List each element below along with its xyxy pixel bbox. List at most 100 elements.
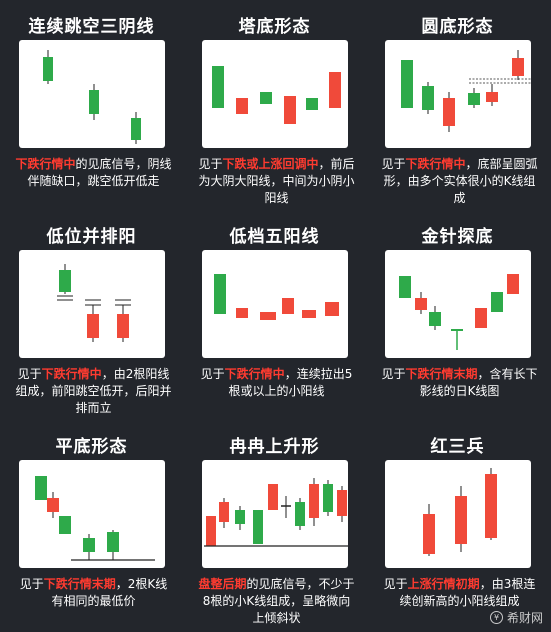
description-text: ，前后为大阴大阳线，中间为小阴小阳线	[198, 157, 355, 205]
candlestick-diagram	[212, 66, 341, 124]
candle-up	[455, 496, 467, 544]
candle-down	[212, 66, 224, 108]
candle-up	[206, 516, 216, 546]
candle-down	[43, 57, 53, 81]
candle-up	[507, 274, 519, 294]
candle-up	[236, 98, 248, 114]
highlight-text: 下跌行情中	[224, 367, 285, 381]
candle-up	[423, 514, 435, 554]
candle-down	[59, 516, 71, 534]
candle-up	[284, 96, 296, 124]
description-text: 见于	[383, 577, 408, 591]
candlestick-card	[202, 40, 348, 148]
candle-down	[59, 270, 71, 292]
candle-up	[325, 302, 339, 316]
pattern-panel: 低位并排阳 见于下跌行情中，由2根阳线组成，前阳跳空低开，后阳并排而立	[0, 210, 183, 420]
description-text: ，由3根连续创新高的小阳线组成	[399, 577, 536, 608]
description-text: 见于	[381, 157, 406, 171]
pattern-panel: 低档五阳线 见于下跌行情中，连续拉出5根或以上的小阳线	[183, 210, 366, 420]
candle-up	[329, 72, 341, 108]
candle-up	[219, 502, 229, 522]
candle-up	[282, 298, 294, 314]
pattern-panel: 连续跳空三阴线 下跌行情中的见底信号，阴线伴随缺口，跳空低开低走	[0, 0, 183, 210]
logo-icon: ¥	[489, 611, 503, 624]
description-text: ，由2根阳线组成，前阳跳空低开，后阳并排而立	[15, 367, 172, 415]
candlestick-card	[19, 40, 165, 148]
description-text: 见于	[198, 157, 223, 171]
candle-up	[443, 98, 455, 126]
description-text: ，连续拉出5根或以上的小阳线	[228, 367, 353, 398]
candle-down	[295, 502, 305, 526]
panel-title: 低位并排阳	[46, 227, 137, 247]
panel-description: 见于下跌行情中，由2根阳线组成，前阳跳空低开，后阳并排而立	[14, 366, 173, 417]
candle-up	[512, 58, 524, 76]
candle-down	[83, 538, 95, 552]
candle-down	[235, 510, 245, 524]
candlestick-card	[202, 460, 348, 568]
highlight-text: 下跌或上涨回调中	[222, 157, 319, 171]
panel-description: 见于下跌行情中，连续拉出5根或以上的小阳线	[197, 366, 356, 400]
candlestick-diagram	[401, 50, 531, 132]
candle-down	[260, 92, 272, 104]
pattern-panel: 金针探底 见于下跌行情末期，含有长下影线的日K线图	[366, 210, 549, 420]
candle-up	[87, 314, 99, 338]
candlestick-diagram	[204, 478, 348, 547]
pattern-panel: 平底形态 见于下跌行情末期，2根K线有相同的最低价	[0, 420, 183, 630]
candle-up	[117, 314, 129, 338]
candle-up	[268, 484, 278, 510]
candle-down	[399, 276, 411, 298]
panel-description: 见于下跌行情末期，2根K线有相同的最低价	[14, 576, 173, 610]
panel-title: 冉冉上升形	[229, 437, 320, 457]
description-text: ，底部呈圆弧形，由多个实体很小的K线组成	[383, 157, 538, 205]
panel-title: 塔底形态	[238, 17, 311, 37]
candle-down	[401, 60, 413, 108]
candle-down	[107, 532, 119, 552]
candle-down	[89, 90, 99, 114]
pattern-panel: 圆底形态 见于下跌行情中，底部呈圆弧形，由多个实体很小的K线组成	[366, 0, 549, 210]
candlestick-card	[19, 460, 165, 568]
candlestick-card	[19, 250, 165, 358]
panel-description: 下跌行情中的见底信号，阴线伴随缺口，跳空低开低走	[14, 156, 173, 190]
highlight-text: 上涨行情初期	[407, 577, 480, 591]
panel-title: 平底形态	[55, 437, 128, 457]
panel-description: 见于下跌行情中，底部呈圆弧形，由多个实体很小的K线组成	[380, 156, 539, 207]
description-text: 的见底信号，不少于8根的小K线组成，呈略微向上倾斜状	[202, 577, 355, 625]
candle-down	[422, 86, 434, 110]
candlestick-card	[385, 40, 531, 148]
candle-up	[475, 308, 487, 328]
candlestick-diagram	[214, 274, 339, 320]
highlight-text: 下跌行情末期	[405, 367, 478, 381]
description-text: ，含有长下影线的日K线图	[419, 367, 538, 398]
candlestick-diagram	[399, 274, 519, 350]
description-text: 见于	[17, 367, 42, 381]
highlight-text: 下跌行情中	[15, 157, 76, 171]
candle-up	[485, 474, 497, 538]
panel-description: 见于下跌行情末期，含有长下影线的日K线图	[380, 366, 539, 400]
candle-down	[35, 476, 47, 500]
watermark-text: 希财网	[506, 611, 543, 625]
candle-down	[131, 118, 141, 140]
candlestick-card	[202, 250, 348, 358]
description-text: ，2根K线有相同的最低价	[51, 577, 168, 608]
candle-down	[253, 510, 263, 544]
candlestick-diagram	[35, 476, 155, 561]
pattern-panel: 红三兵 见于上涨行情初期，由3根连续创新高的小阳线组成	[366, 420, 549, 630]
candlestick-diagram	[43, 50, 141, 144]
highlight-text: 下跌行情中	[41, 367, 102, 381]
panel-title: 低档五阳线	[229, 227, 320, 247]
candlestick-card	[385, 250, 531, 358]
candle-down	[491, 292, 503, 312]
panel-title: 连续跳空三阴线	[28, 17, 155, 37]
candle-down	[429, 312, 441, 326]
candle-up	[415, 298, 427, 310]
candle-up	[337, 490, 347, 516]
candle-up	[309, 484, 319, 518]
candle-down	[306, 98, 318, 110]
candle-up	[47, 498, 59, 512]
candle-up	[486, 92, 498, 102]
description-text: 的见底信号，阴线伴随缺口，跳空低开低走	[27, 157, 172, 188]
candlestick-diagram	[57, 264, 131, 342]
description-text: 见于	[381, 367, 406, 381]
candle-up	[236, 308, 248, 318]
panel-title: 圆底形态	[421, 17, 494, 37]
